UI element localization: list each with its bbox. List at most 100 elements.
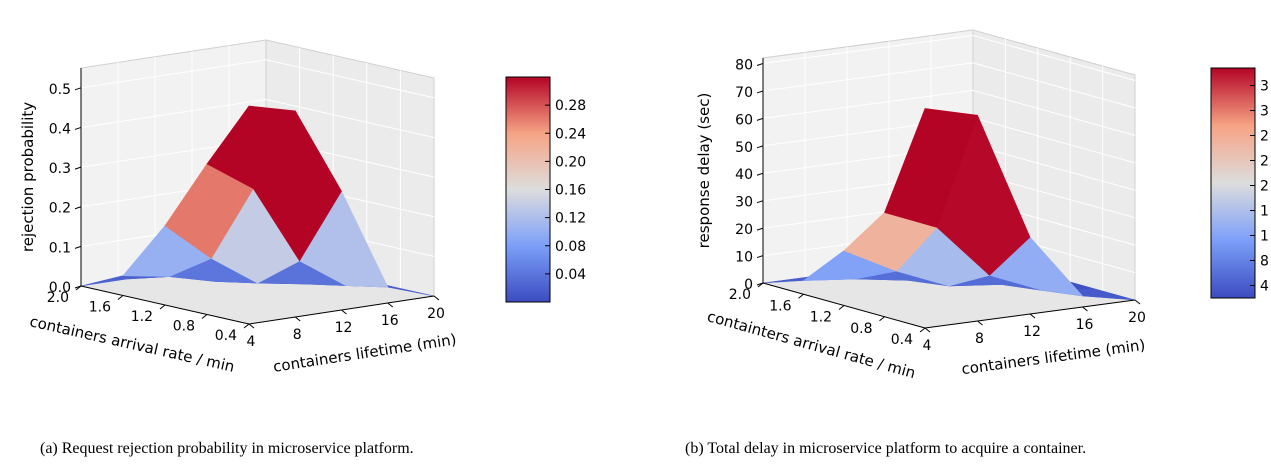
z-tick-label: 0.3 [49,161,71,177]
z-tick-label: 40 [735,167,753,183]
x-tick-label: 1.6 [89,300,111,316]
y-tick [387,302,394,308]
colorbar-tick-label: 0.16 [555,183,586,199]
x-tick-label: 0.4 [891,332,913,348]
x-tick [838,305,845,310]
z-tick-label: 70 [735,85,753,101]
grid-line [80,59,435,99]
z-tick-label: 0.2 [49,201,71,217]
x-tick-label: 2.0 [47,290,69,306]
z-tick-label: 0.1 [49,240,71,256]
z-tick-label: 50 [735,140,753,156]
grid-line [80,98,435,138]
surface-chart-b: 0 10 20 30 40 50 60 70 80 response delay (sec) 2.0… [695,29,1269,382]
x-tick [879,316,885,322]
grid-line [762,34,1136,81]
grid-line [762,62,1136,109]
colorbar-tick-label: 1 [1260,229,1269,245]
y-tick [433,295,440,301]
y-tick-label: 12 [1023,324,1041,340]
z-tick [756,90,764,94]
z-tick-label: 10 [735,250,753,266]
z-tick-label: 0.0 [49,280,71,296]
z-tick-label: 0 [744,277,753,293]
x-tick [757,282,764,288]
z-tick-label: 0.5 [49,82,71,98]
z-tick-label: 80 [735,57,753,73]
colorbar-tick-label: 0.28 [555,98,586,114]
surface [80,105,435,297]
x-tick-label: 1.2 [810,310,832,326]
colorbar-tick-label: 1 [1260,204,1269,220]
y-tick [341,309,347,315]
y-tick-label: 20 [1128,310,1146,326]
colorbar-gradient [505,76,551,303]
y-tick-label: 16 [381,313,399,329]
z-tick [756,200,764,204]
y-tick [294,316,301,322]
y-tick [248,323,255,329]
colorbar-gradient [1210,67,1256,299]
x-tick-label: 0.8 [850,321,872,337]
y-tick [924,327,931,333]
y-tick [977,320,983,326]
x-tick [201,314,208,319]
colorbar-tick-label: 8 [1260,254,1269,270]
colorbar-tick-label: 3 [1260,104,1269,120]
colorbar-tick-label: 0.24 [555,126,586,142]
y-tick-label: 16 [1076,317,1094,333]
z-tick [756,255,764,259]
x-tick [75,285,82,291]
y-tick-label: 4 [247,334,256,350]
z-axis: 0 10 20 30 40 50 60 70 80 response delay (sec) [695,57,764,293]
z-tick [756,227,764,231]
z-tick [756,63,764,66]
z-tick [756,117,764,121]
chart-panel-a: 0.0 0.1 0.2 0.3 0.4 0.5 rejection probability 2… [0,0,620,470]
z-tick-label: 60 [735,112,753,128]
y-tick-label: 4 [923,338,932,354]
colorbar-tick-label: 3 [1260,79,1269,95]
y-tick [1029,313,1036,319]
z-axis: 0.0 0.1 0.2 0.3 0.4 0.5 rejection probability [19,68,82,296]
x-tick [159,304,166,310]
colorbar-tick-label: 0.12 [555,211,586,227]
x-tick-label: 0.4 [215,328,237,344]
z-axis-title: response delay (sec) [695,93,713,249]
z-tick [74,206,82,210]
y-tick-label: 8 [975,331,984,347]
surface-patch [884,108,978,228]
z-tick-label: 20 [735,222,753,238]
x-tick-label: 0.8 [173,319,195,335]
z-tick [74,166,82,170]
surface-chart-a: 0.0 0.1 0.2 0.3 0.4 0.5 rejection probability 2… [19,39,586,376]
y-tick-label: 20 [427,306,445,322]
caption-a: (a) Request rejection probability in mic… [40,440,414,457]
z-axis-title: rejection probability [19,102,37,252]
z-tick [756,145,764,149]
x-tick [243,323,250,329]
x-tick [919,327,926,333]
x-tick [117,295,124,300]
colorbar-tick-label: 0.04 [555,267,586,283]
x-tick-label: 1.2 [131,309,153,325]
z-tick [74,126,82,130]
y-tick-label: 12 [335,320,353,336]
colorbar-tick-label: 2 [1260,129,1269,145]
colorbar-tick-label: 2 [1260,154,1269,170]
colorbar-tick-label: 0.20 [555,154,586,170]
z-tick [74,87,82,91]
colorbar: 4 8 1 1 2 2 2 3 3 [1210,67,1269,299]
z-tick [756,172,764,176]
colorbar-tick-label: 2 [1260,179,1269,195]
y-axis-title: containers lifetime (min) [960,336,1146,378]
chart-panel-b: 0 10 20 30 40 50 60 70 80 response delay (sec) 2.0… [651,0,1271,470]
surface-patch [206,105,296,190]
x-tick [798,293,804,299]
x-tick-label: 1.6 [769,298,791,314]
z-tick [74,245,82,249]
x-tick-label: 2.0 [729,287,751,303]
y-tick-label: 8 [293,327,302,343]
colorbar: 0.04 0.08 0.12 0.16 0.20 0.24 0.28 [505,76,586,303]
y-tick [1134,299,1141,305]
